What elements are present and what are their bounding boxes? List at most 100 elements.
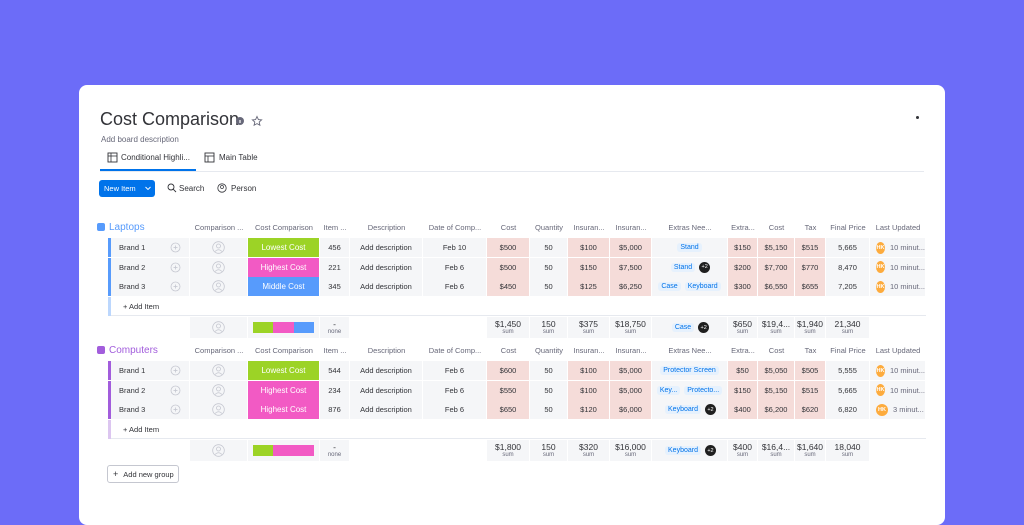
insurance_total-cell[interactable]: $5,000	[610, 380, 652, 400]
status-cell[interactable]: Highest Cost	[248, 257, 320, 277]
insurance-cell[interactable]: $150	[568, 257, 610, 277]
final_price-cell[interactable]: 8,470	[826, 257, 870, 277]
tag[interactable]: Protector Screen	[660, 366, 719, 375]
insurance_total-cell[interactable]: $5,000	[610, 238, 652, 257]
tag[interactable]: Protecto...	[684, 385, 723, 395]
tax-cell[interactable]: $515	[795, 380, 826, 400]
total_cost-cell[interactable]: $7,700	[758, 257, 795, 277]
item-name[interactable]: Brand 2	[111, 257, 190, 277]
menu-dot[interactable]	[916, 116, 919, 119]
extras-cell[interactable]: Key... Protecto...	[652, 380, 728, 400]
add-update-icon[interactable]	[170, 365, 181, 376]
status-cell[interactable]: Middle Cost	[248, 277, 320, 297]
item-name[interactable]: Brand 2	[111, 380, 190, 400]
group-title[interactable]: Computers	[109, 344, 158, 356]
extras-cell[interactable]: Stand +2	[652, 257, 728, 277]
tax-cell[interactable]: $770	[795, 257, 826, 277]
status-cell[interactable]: Lowest Cost	[248, 238, 320, 257]
column-header[interactable]: Insuran...	[573, 222, 605, 232]
cost-cell[interactable]: $500	[487, 257, 530, 277]
last_updated-cell[interactable]: HK 10 minut...	[870, 380, 926, 400]
extras-cell[interactable]: Stand	[652, 238, 728, 257]
total_cost-cell[interactable]: $5,050	[758, 361, 795, 380]
comparison-cell[interactable]	[190, 361, 248, 380]
tag[interactable]: Keyboard	[684, 282, 721, 292]
item-name-text[interactable]: Brand 1	[119, 243, 146, 252]
tag[interactable]: Keyboard	[665, 405, 701, 415]
column-header[interactable]: Item ...	[323, 222, 347, 232]
extra-cell[interactable]: $400	[728, 400, 758, 420]
comparison-cell[interactable]	[190, 400, 248, 420]
extras-cell[interactable]: Keyboard +2	[652, 400, 728, 420]
last_updated-cell[interactable]: HK 10 minut...	[870, 361, 926, 380]
item-name-text[interactable]: Brand 3	[119, 282, 146, 292]
item-name-text[interactable]: Brand 2	[119, 385, 146, 395]
column-header[interactable]: Cost	[500, 345, 517, 355]
extra-cell[interactable]: $50	[728, 361, 758, 380]
cost-cell[interactable]: $600	[487, 361, 530, 380]
person-placeholder[interactable]	[212, 444, 225, 457]
total_cost-cell[interactable]: $5,150	[758, 238, 795, 257]
item-name-text[interactable]: Brand 3	[119, 405, 146, 415]
person-placeholder[interactable]	[212, 383, 225, 397]
tab[interactable]: Conditional Highli...	[121, 153, 190, 162]
person-placeholder[interactable]	[212, 364, 225, 377]
group-title[interactable]: Laptops	[109, 221, 145, 233]
item-name[interactable]: Brand 3	[111, 277, 190, 297]
column-header[interactable]: Description	[367, 222, 406, 232]
column-header[interactable]: Date of Comp...	[428, 222, 482, 232]
item-cell[interactable]: 234	[320, 380, 350, 400]
quantity-cell[interactable]: 50	[530, 380, 568, 400]
column-header[interactable]: Cost Comparison	[255, 345, 313, 355]
item-name[interactable]: Brand 1	[111, 238, 190, 257]
tax-cell[interactable]: $655	[795, 277, 826, 297]
extra-cell[interactable]: $200	[728, 257, 758, 277]
final_price-cell[interactable]: 6,820	[826, 400, 870, 420]
item-cell[interactable]: 221	[320, 257, 350, 277]
extra-cell[interactable]: $300	[728, 277, 758, 297]
tag[interactable]: Case	[671, 323, 695, 333]
column-header[interactable]: Cost	[768, 345, 785, 355]
cost-cell[interactable]: $450	[487, 277, 530, 297]
column-header[interactable]: Cost	[500, 222, 517, 232]
cost-cell[interactable]: $500	[487, 238, 530, 257]
comparison-cell[interactable]	[190, 257, 248, 277]
tag[interactable]: Stand	[677, 243, 702, 252]
add-group-button[interactable]: + Add new group	[107, 465, 179, 483]
person-placeholder[interactable]	[212, 280, 225, 294]
add-update-icon[interactable]	[170, 262, 181, 273]
insurance-cell[interactable]: $125	[568, 277, 610, 297]
date-cell[interactable]: Feb 6	[423, 400, 487, 420]
group-toggle[interactable]	[97, 223, 105, 231]
column-header[interactable]: Final Price	[830, 345, 866, 355]
person-placeholder[interactable]	[212, 260, 225, 274]
board-description[interactable]: Add board description	[101, 135, 179, 144]
column-header[interactable]: Final Price	[830, 222, 866, 232]
insurance-cell[interactable]: $100	[568, 238, 610, 257]
status-cell[interactable]: Highest Cost	[248, 380, 320, 400]
quantity-cell[interactable]: 50	[530, 257, 568, 277]
extra-cell[interactable]: $150	[728, 380, 758, 400]
item-name-text[interactable]: Brand 1	[119, 366, 146, 375]
column-header[interactable]: Quantity	[535, 345, 563, 355]
column-header[interactable]: Description	[367, 345, 406, 355]
item-cell[interactable]: 544	[320, 361, 350, 380]
date-cell[interactable]: Feb 6	[423, 277, 487, 297]
item-name[interactable]: Brand 3	[111, 400, 190, 420]
column-header[interactable]: Insuran...	[615, 222, 647, 232]
insurance_total-cell[interactable]: $6,250	[610, 277, 652, 297]
person-filter[interactable]: Person	[231, 184, 257, 193]
final_price-cell[interactable]: 5,665	[826, 380, 870, 400]
item-cell[interactable]: 876	[320, 400, 350, 420]
date-cell[interactable]: Feb 6	[423, 257, 487, 277]
column-header[interactable]: Insuran...	[615, 345, 647, 355]
quantity-cell[interactable]: 50	[530, 361, 568, 380]
column-header[interactable]: Item ...	[323, 345, 347, 355]
last_updated-cell[interactable]: HK 10 minut...	[870, 238, 926, 257]
quantity-cell[interactable]: 50	[530, 400, 568, 420]
tax-cell[interactable]: $515	[795, 238, 826, 257]
item-name[interactable]: Brand 1	[111, 361, 190, 380]
tax-cell[interactable]: $505	[795, 361, 826, 380]
column-header[interactable]: Comparison ...	[194, 345, 244, 355]
description-cell[interactable]: Add description	[350, 238, 423, 257]
